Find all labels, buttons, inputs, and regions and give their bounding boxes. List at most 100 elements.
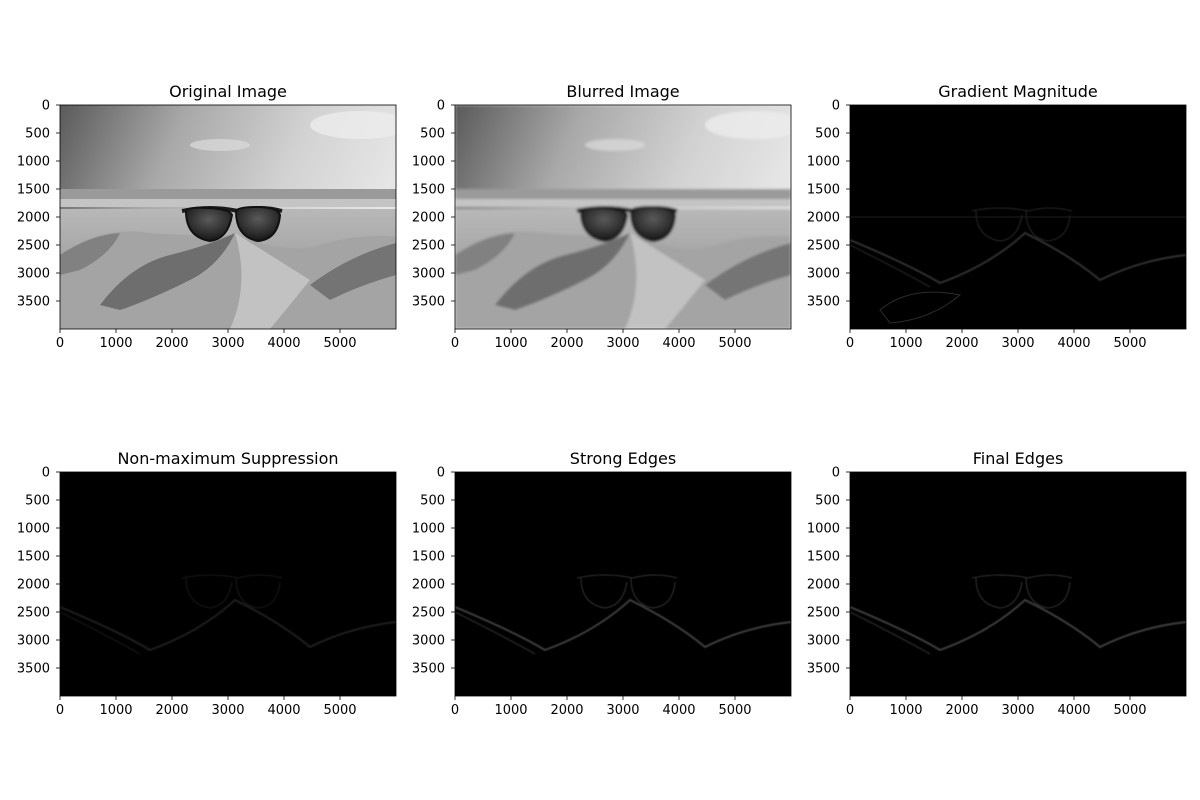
x-tick-label: 0 bbox=[846, 703, 854, 718]
x-tick-label: 4000 bbox=[662, 336, 695, 351]
image-strong-edges bbox=[455, 472, 791, 696]
x-tick-label: 1000 bbox=[889, 336, 922, 351]
y-tick-label: 3500 bbox=[807, 662, 840, 677]
y-tick-label: 2500 bbox=[807, 606, 840, 621]
y-tick-label: 3000 bbox=[17, 634, 50, 649]
x-tick-label: 3000 bbox=[211, 703, 244, 718]
y-tick-label: 1000 bbox=[17, 522, 50, 537]
y-tick-label: 2500 bbox=[17, 606, 50, 621]
x-tick-label: 0 bbox=[451, 336, 459, 351]
y-tick-label: 3000 bbox=[807, 634, 840, 649]
image-final-edges bbox=[850, 472, 1186, 696]
y-tick-label: 1500 bbox=[17, 550, 50, 565]
y-tick-label: 1500 bbox=[17, 183, 50, 198]
y-tick-label: 3000 bbox=[807, 267, 840, 282]
y-tick-label: 500 bbox=[420, 494, 445, 509]
image-non-maximum-suppression bbox=[60, 472, 396, 696]
panel-blurred-image: Blurred Image 0 1000 2000 3000 4000 5000 0 500 10… bbox=[412, 82, 792, 351]
x-tick-label: 5000 bbox=[323, 336, 356, 351]
y-tick-label: 2500 bbox=[412, 606, 445, 621]
y-tick-label: 0 bbox=[437, 466, 445, 481]
x-tick-label: 0 bbox=[846, 336, 854, 351]
y-tick-label: 2000 bbox=[17, 578, 50, 593]
y-tick-label: 3500 bbox=[17, 295, 50, 310]
y-tick-label: 3500 bbox=[807, 295, 840, 310]
y-tick-label: 500 bbox=[25, 494, 50, 509]
x-tick-label: 2000 bbox=[155, 703, 188, 718]
x-tick-label: 2000 bbox=[550, 336, 583, 351]
image-gradient-magnitude bbox=[850, 105, 1186, 329]
y-tick-label: 3500 bbox=[412, 662, 445, 677]
y-tick-label: 1500 bbox=[412, 183, 445, 198]
y-tick-label: 1000 bbox=[807, 155, 840, 170]
x-tick-label: 4000 bbox=[267, 703, 300, 718]
y-tick-label: 3500 bbox=[412, 295, 445, 310]
y-tick-label: 1500 bbox=[807, 550, 840, 565]
y-tick-label: 2000 bbox=[412, 211, 445, 226]
y-tick-label: 2000 bbox=[807, 211, 840, 226]
x-tick-label: 1000 bbox=[494, 703, 527, 718]
x-tick-label: 5000 bbox=[718, 336, 751, 351]
y-tick-label: 1500 bbox=[807, 183, 840, 198]
y-tick-label: 0 bbox=[42, 466, 50, 481]
x-tick-label: 5000 bbox=[323, 703, 356, 718]
y-tick-label: 2500 bbox=[807, 239, 840, 254]
y-tick-label: 1000 bbox=[17, 155, 50, 170]
x-tick-label: 0 bbox=[451, 703, 459, 718]
y-tick-label: 3000 bbox=[412, 634, 445, 649]
x-tick-label: 3000 bbox=[606, 703, 639, 718]
x-tick-label: 0 bbox=[56, 703, 64, 718]
y-tick-label: 3500 bbox=[17, 662, 50, 677]
x-tick-label: 3000 bbox=[1001, 336, 1034, 351]
panel-title: Strong Edges bbox=[570, 449, 676, 468]
x-tick-label: 5000 bbox=[1113, 336, 1146, 351]
y-tick-label: 0 bbox=[832, 466, 840, 481]
panel-title: Gradient Magnitude bbox=[938, 82, 1098, 101]
y-tick-label: 500 bbox=[815, 494, 840, 509]
x-tick-label: 5000 bbox=[1113, 703, 1146, 718]
y-tick-label: 2000 bbox=[807, 578, 840, 593]
x-tick-label: 3000 bbox=[606, 336, 639, 351]
x-tick-label: 4000 bbox=[662, 703, 695, 718]
x-tick-label: 4000 bbox=[267, 336, 300, 351]
y-tick-label: 1000 bbox=[412, 155, 445, 170]
x-tick-label: 1000 bbox=[99, 336, 132, 351]
x-tick-label: 5000 bbox=[718, 703, 751, 718]
x-tick-label: 2000 bbox=[550, 703, 583, 718]
y-tick-label: 2000 bbox=[17, 211, 50, 226]
panel-title: Final Edges bbox=[973, 449, 1064, 468]
x-tick-label: 0 bbox=[56, 336, 64, 351]
y-tick-label: 3000 bbox=[412, 267, 445, 282]
image-blurred-image bbox=[455, 105, 791, 329]
y-tick-label: 2000 bbox=[412, 578, 445, 593]
x-tick-label: 3000 bbox=[211, 336, 244, 351]
panel-title: Blurred Image bbox=[566, 82, 679, 101]
panel-gradient-magnitude: Gradient Magnitude 0 1000 2000 3000 4000 5000 0… bbox=[807, 82, 1187, 351]
panel-title: Non-maximum Suppression bbox=[117, 449, 338, 468]
x-tick-label: 1000 bbox=[494, 336, 527, 351]
y-tick-label: 2500 bbox=[17, 239, 50, 254]
y-tick-label: 1500 bbox=[412, 550, 445, 565]
y-tick-label: 1000 bbox=[807, 522, 840, 537]
y-tick-label: 0 bbox=[42, 99, 50, 114]
panel-strong-edges: Strong Edges 0 1000 2000 3000 4000 5000 0 500 100… bbox=[412, 449, 792, 718]
panel-final-edges: Final Edges 0 1000 2000 3000 4000 5000 0 500 1000… bbox=[807, 449, 1187, 718]
y-tick-label: 0 bbox=[832, 99, 840, 114]
panel-non-maximum-suppression: Non-maximum Suppression 0 1000 2000 3000 4000… bbox=[17, 449, 397, 718]
x-tick-label: 1000 bbox=[889, 703, 922, 718]
x-tick-label: 2000 bbox=[945, 703, 978, 718]
x-tick-label: 4000 bbox=[1057, 703, 1090, 718]
x-tick-label: 3000 bbox=[1001, 703, 1034, 718]
x-tick-label: 1000 bbox=[99, 703, 132, 718]
y-tick-label: 2500 bbox=[412, 239, 445, 254]
y-tick-label: 500 bbox=[815, 127, 840, 142]
panel-original-image: Original Image 0 1000 2000 3000 4000 5000 0 500 1… bbox=[17, 82, 397, 351]
y-tick-label: 1000 bbox=[412, 522, 445, 537]
y-tick-label: 3000 bbox=[17, 267, 50, 282]
x-tick-label: 2000 bbox=[945, 336, 978, 351]
y-tick-label: 500 bbox=[25, 127, 50, 142]
y-tick-label: 0 bbox=[437, 99, 445, 114]
image-original-image bbox=[60, 105, 396, 329]
